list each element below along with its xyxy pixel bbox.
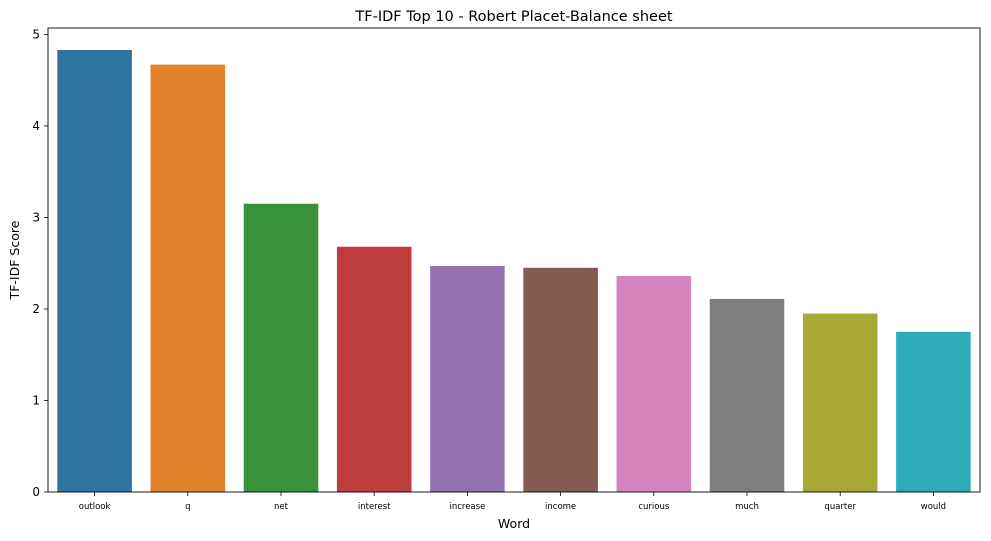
- bar-curious: [616, 276, 692, 492]
- x-tick-label: income: [545, 502, 576, 512]
- x-tick-label: quarter: [824, 502, 856, 512]
- x-tick-label: q: [185, 502, 190, 512]
- bar-quarter: [802, 313, 878, 492]
- bar-q: [150, 64, 226, 493]
- x-tick-label: net: [274, 502, 289, 512]
- chart-title: TF-IDF Top 10 - Robert Placet-Balance sh…: [354, 9, 672, 25]
- y-tick-label: 2: [32, 302, 40, 316]
- y-tick-label: 1: [32, 393, 40, 407]
- y-tick-label: 3: [32, 210, 40, 224]
- x-axis-ticks: outlook q net interest increase income curious…: [79, 492, 946, 512]
- y-tick-label: 4: [32, 119, 40, 133]
- bar-outlook: [57, 49, 132, 493]
- x-tick-label: increase: [449, 502, 485, 512]
- x-tick-label: much: [735, 502, 759, 512]
- y-tick-label: 5: [32, 27, 40, 41]
- plot-frame: [47, 27, 981, 493]
- x-tick-label: curious: [638, 502, 670, 512]
- bar-much: [709, 298, 785, 492]
- x-tick-label: would: [921, 502, 946, 512]
- x-axis-label: Word: [498, 516, 530, 531]
- x-tick-label: outlook: [79, 502, 111, 512]
- y-axis-label: TF-IDF Score: [7, 220, 22, 300]
- y-tick-label: 0: [32, 485, 40, 499]
- x-tick-label: interest: [358, 502, 391, 512]
- bars-group: [57, 49, 971, 493]
- bar-income: [523, 267, 598, 492]
- y-axis-ticks: 0 1 2 3 4 5: [32, 27, 48, 499]
- bar-would: [896, 331, 971, 492]
- bar-interest: [336, 246, 412, 492]
- bar-increase: [430, 265, 505, 492]
- bar-net: [243, 203, 319, 492]
